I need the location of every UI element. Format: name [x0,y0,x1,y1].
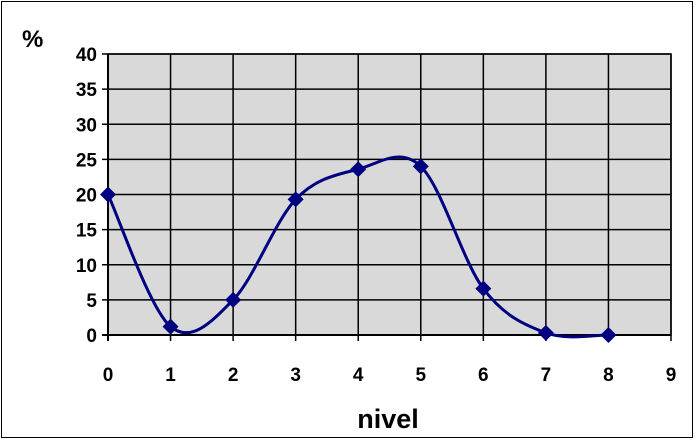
y-tick-labels: 0 5 10 15 20 25 30 35 40 [76,45,98,347]
diamond-marker [350,161,367,178]
x-tick-label: 8 [603,365,614,386]
x-axis-title: nivel [357,404,419,434]
y-tick-label: 15 [76,221,98,242]
diamond-marker [225,291,242,308]
x-tick-label: 5 [415,365,426,386]
y-tick-label: 30 [76,115,97,136]
diamond-marker [412,158,429,175]
y-tick-label: 35 [76,80,98,101]
x-tick-label: 7 [541,365,552,386]
x-tick-label: 9 [666,365,677,386]
diamond-marker [537,324,554,341]
diamond-marker [475,280,492,297]
x-tick-label: 2 [228,365,239,386]
x-tick-label: 4 [353,365,364,386]
y-tick-label: 40 [76,45,97,66]
series-markers [100,158,617,343]
y-axis-title: % [22,26,43,53]
x-tick-label: 3 [290,365,301,386]
y-tick-label: 5 [86,291,97,312]
y-tick-label: 20 [76,186,97,207]
x-tick-label: 6 [478,365,489,386]
diamond-marker [100,186,116,203]
y-tick-label: 10 [76,256,97,277]
x-tick-label: 0 [103,365,114,386]
y-tick-label: 0 [86,326,97,347]
diamond-marker [287,191,304,208]
diamond-marker [600,327,617,343]
x-tick-label: 1 [165,365,176,386]
x-tick-labels: 0 1 2 3 4 5 6 7 8 9 [103,365,677,386]
y-tick-label: 25 [76,150,98,171]
diamond-marker [162,318,179,335]
